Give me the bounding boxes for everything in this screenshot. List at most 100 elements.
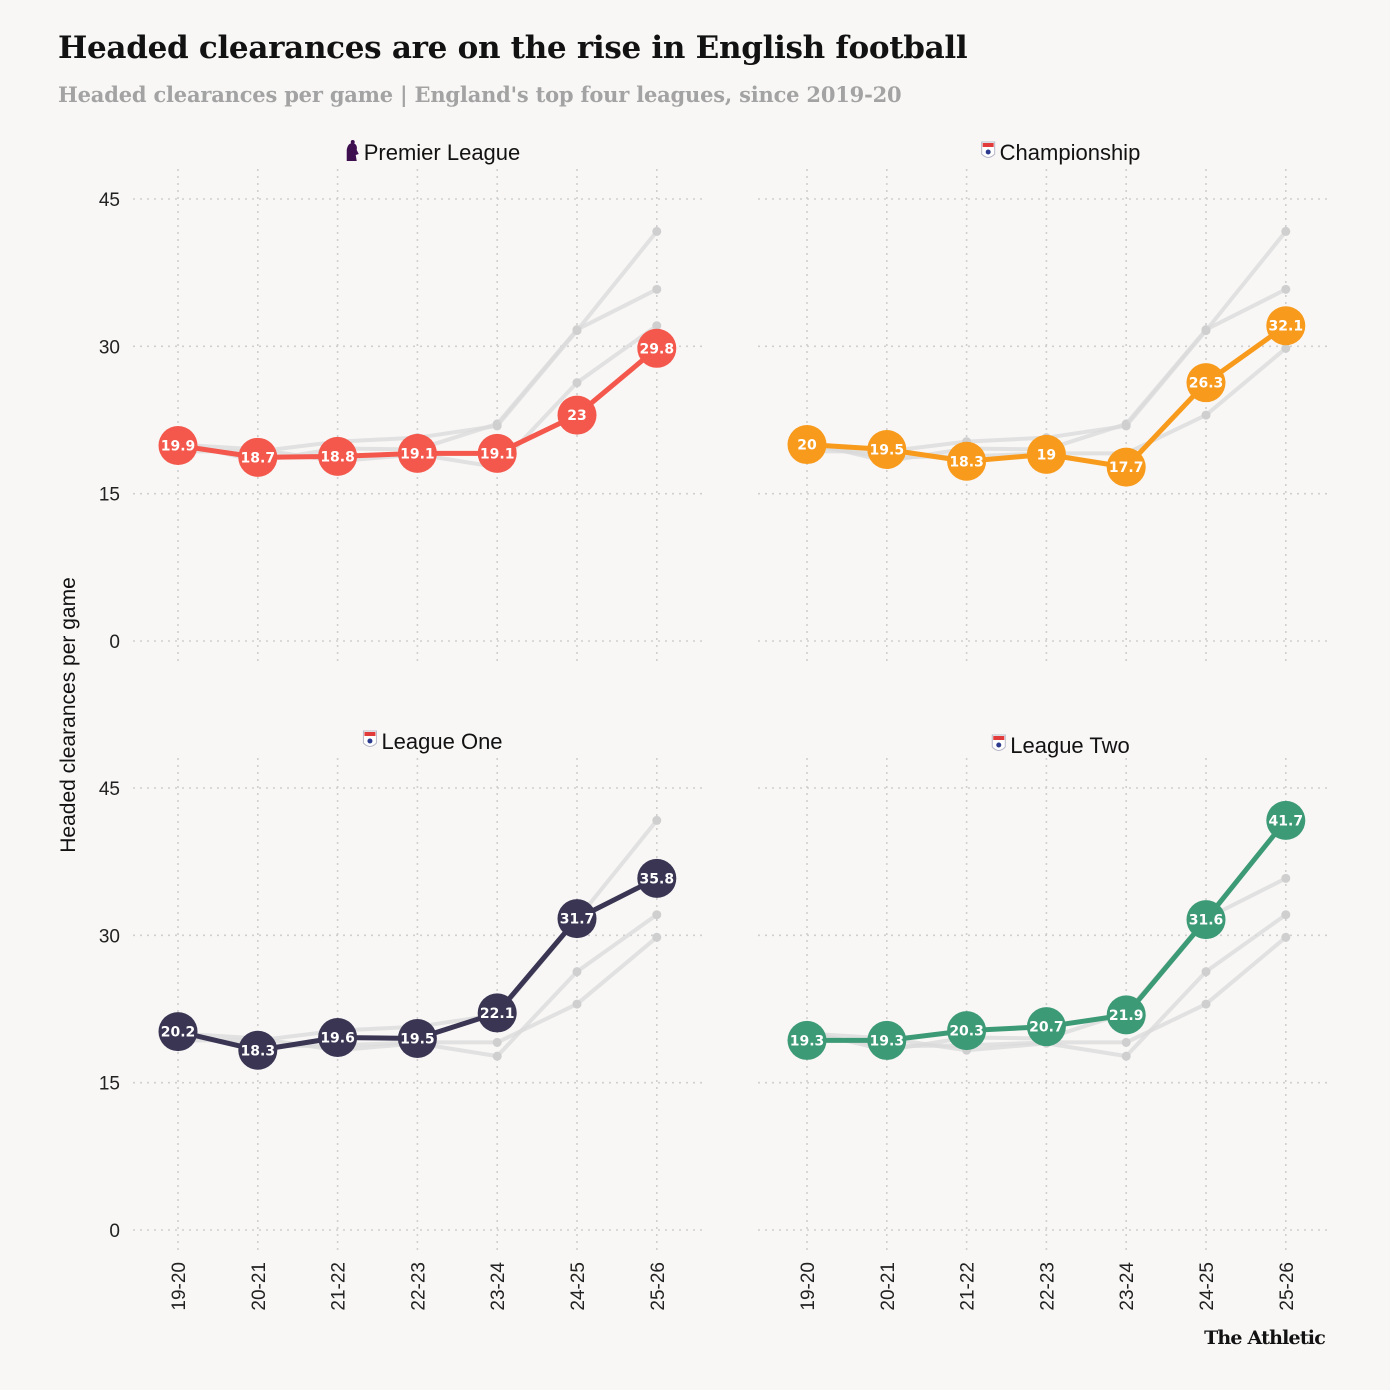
background-series-point (1281, 910, 1291, 920)
data-label: 19.6 (320, 1030, 355, 1046)
background-series-point (572, 326, 582, 336)
data-point[interactable] (867, 429, 907, 469)
data-label: 21.9 (1109, 1008, 1144, 1024)
data-point[interactable] (1026, 434, 1066, 474)
panel-title-group: Championship (981, 140, 1140, 165)
y-tick-label: 30 (99, 337, 120, 358)
data-point[interactable] (867, 1020, 907, 1060)
chart-title: Headed clearances are on the rise in Eng… (58, 30, 968, 66)
panel-championship: Championship 20 19.5 18.3 19 17.7 26.3 32.1 (758, 140, 1331, 663)
background-series-point (492, 1037, 502, 1047)
panel-title-group: League Two (991, 733, 1130, 758)
background-series-point (492, 1051, 502, 1061)
data-label: 19 (1037, 447, 1056, 463)
y-tick-label: 0 (109, 1221, 120, 1242)
data-label: 26.3 (1189, 376, 1224, 392)
data-label: 19.9 (161, 439, 196, 455)
data-point[interactable] (318, 1017, 358, 1057)
x-tick-label: 22-23 (1037, 1262, 1058, 1311)
data-point[interactable] (787, 1020, 827, 1060)
data-point[interactable] (557, 899, 597, 939)
y-tick-label: 0 (109, 632, 120, 653)
data-point[interactable] (1106, 447, 1146, 487)
x-tick-label: 23-24 (488, 1262, 509, 1311)
data-point[interactable] (238, 1030, 278, 1070)
data-label: 17.7 (1109, 460, 1144, 476)
panel-title: League One (381, 729, 502, 754)
efl-badge-icon (981, 141, 996, 158)
data-point[interactable] (158, 426, 198, 466)
data-point[interactable] (238, 437, 278, 477)
background-series-point (652, 226, 662, 236)
data-point[interactable] (477, 433, 517, 473)
background-series-point (652, 910, 662, 920)
data-label: 22.1 (480, 1006, 515, 1022)
x-tick-label: 22-23 (408, 1262, 429, 1311)
data-label: 19.5 (870, 442, 905, 458)
background-series-point (1201, 326, 1211, 336)
brand-logo: The Athletic (1204, 1327, 1326, 1349)
data-point[interactable] (1266, 800, 1306, 840)
panel-title: Premier League (364, 140, 521, 165)
data-point[interactable] (1186, 900, 1226, 940)
data-label: 19.3 (790, 1033, 825, 1049)
background-series-point (492, 421, 502, 431)
data-label: 31.6 (1189, 913, 1224, 929)
data-label: 18.3 (949, 454, 984, 470)
data-label: 18.7 (241, 450, 276, 466)
data-point[interactable] (397, 1018, 437, 1058)
data-point[interactable] (637, 858, 677, 898)
background-series-point (572, 967, 582, 977)
data-point[interactable] (1106, 995, 1146, 1035)
data-label: 19.5 (400, 1031, 435, 1047)
y-tick-label: 45 (99, 190, 120, 211)
y-tick-label: 15 (99, 485, 120, 506)
data-point[interactable] (947, 441, 987, 481)
background-series-point (572, 378, 582, 388)
data-point[interactable] (1266, 306, 1306, 346)
background-series-point (1201, 410, 1211, 420)
background-series-point (652, 932, 662, 942)
background-series-point (1201, 967, 1211, 977)
background-series-point (1121, 1037, 1131, 1047)
background-series-line (807, 230, 1288, 454)
data-point[interactable] (557, 395, 597, 435)
background-series-point (1281, 932, 1291, 942)
data-point[interactable] (318, 436, 358, 476)
data-point[interactable] (397, 433, 437, 473)
chart-subtitle: Headed clearances per game | England's t… (58, 82, 902, 107)
premier-league-lion-icon (346, 140, 359, 161)
background-series-point (652, 284, 662, 294)
x-tick-label: 23-24 (1117, 1262, 1138, 1311)
data-label: 31.7 (560, 912, 595, 928)
data-point[interactable] (637, 328, 677, 368)
data-label: 41.7 (1269, 813, 1304, 829)
background-series-point (572, 999, 582, 1009)
data-point[interactable] (158, 1012, 198, 1052)
data-point[interactable] (477, 993, 517, 1033)
panel-title-group: League One (362, 729, 503, 754)
data-label: 29.8 (640, 341, 675, 357)
x-tick-label: 25-26 (1277, 1262, 1298, 1311)
data-point[interactable] (1186, 363, 1226, 403)
efl-badge-icon (362, 730, 377, 747)
x-tick-label: 20-21 (249, 1262, 270, 1311)
y-axis-label: Headed clearances per game (57, 577, 80, 853)
background-series-point (1121, 421, 1131, 431)
panel-title: League Two (1010, 733, 1129, 758)
data-label: 19.1 (400, 446, 435, 462)
x-tick-label: 21-22 (958, 1262, 979, 1311)
background-series-point (1201, 999, 1211, 1009)
data-label: 20.2 (161, 1025, 196, 1041)
data-point[interactable] (947, 1011, 987, 1051)
data-label: 19.1 (480, 446, 515, 462)
background-series-point (1281, 343, 1291, 353)
data-label: 18.8 (320, 449, 355, 465)
x-tick-label: 25-26 (648, 1262, 669, 1311)
data-point[interactable] (787, 425, 827, 465)
background-series-point (1281, 284, 1291, 294)
data-label: 32.1 (1269, 319, 1304, 335)
data-point[interactable] (1026, 1007, 1066, 1047)
panel-league-one: 0 15 30 45 League One 20.2 18.3 19.6 19.5 22.1 31.… (99, 729, 702, 1311)
